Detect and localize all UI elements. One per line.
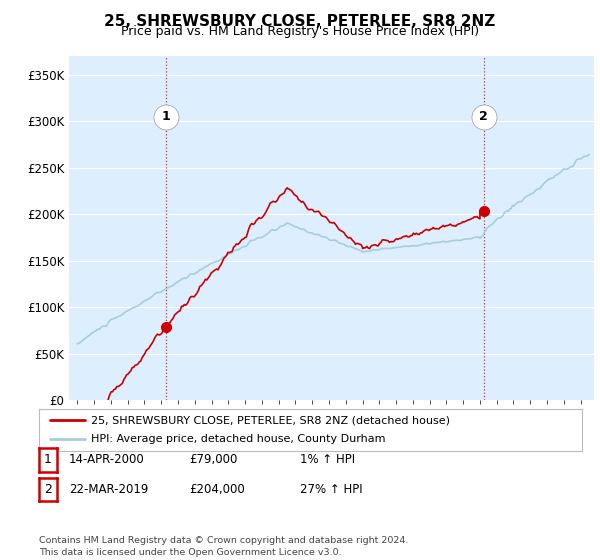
Text: HPI: Average price, detached house, County Durham: HPI: Average price, detached house, Coun… [91, 435, 385, 445]
Text: 25, SHREWSBURY CLOSE, PETERLEE, SR8 2NZ (detached house): 25, SHREWSBURY CLOSE, PETERLEE, SR8 2NZ … [91, 415, 449, 425]
Text: £79,000: £79,000 [189, 453, 238, 466]
Text: 1: 1 [162, 110, 170, 123]
Text: 2: 2 [479, 110, 488, 123]
Text: 2: 2 [44, 483, 52, 496]
Text: 22-MAR-2019: 22-MAR-2019 [69, 483, 148, 496]
Text: 14-APR-2000: 14-APR-2000 [69, 453, 145, 466]
Text: 1% ↑ HPI: 1% ↑ HPI [300, 453, 355, 466]
Text: 1: 1 [44, 453, 52, 466]
Text: Price paid vs. HM Land Registry's House Price Index (HPI): Price paid vs. HM Land Registry's House … [121, 25, 479, 38]
Text: 27% ↑ HPI: 27% ↑ HPI [300, 483, 362, 496]
Text: Contains HM Land Registry data © Crown copyright and database right 2024.
This d: Contains HM Land Registry data © Crown c… [39, 536, 409, 557]
Text: £204,000: £204,000 [189, 483, 245, 496]
Text: 25, SHREWSBURY CLOSE, PETERLEE, SR8 2NZ: 25, SHREWSBURY CLOSE, PETERLEE, SR8 2NZ [104, 14, 496, 29]
